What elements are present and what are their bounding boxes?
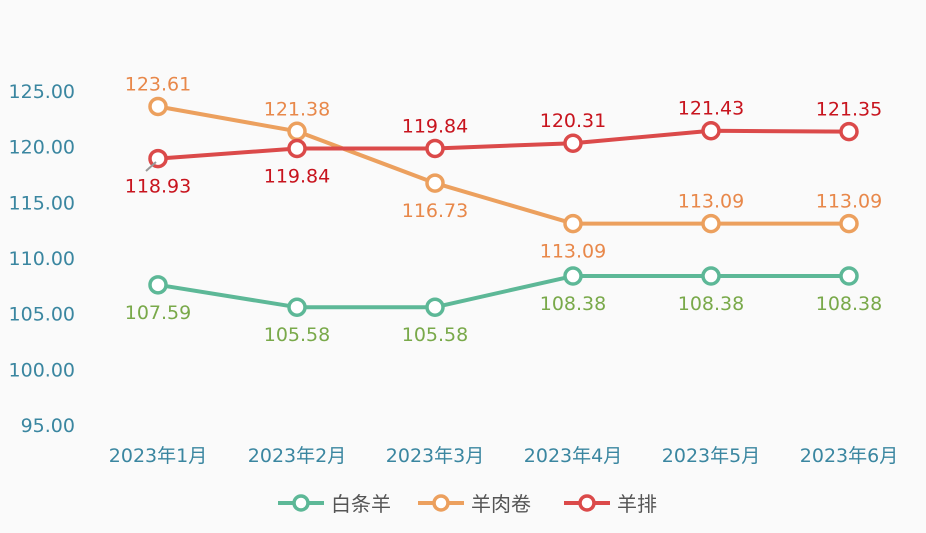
- legend-label: 羊肉卷: [471, 492, 531, 516]
- legend-marker-icon: [432, 494, 450, 512]
- data-point-marker[interactable]: [287, 121, 307, 142]
- data-label: 108.38: [678, 293, 744, 315]
- data-point-marker[interactable]: [148, 96, 168, 117]
- data-label: 121.43: [678, 98, 744, 120]
- legend: 白条羊 羊肉卷 羊排: [278, 492, 657, 516]
- series-2: [148, 120, 859, 169]
- data-label: 121.35: [816, 99, 882, 121]
- x-tick-label: 2023年4月: [524, 445, 622, 467]
- y-axis: 95.00 100.00 105.00 110.00 115.00 120.00 125.0…: [9, 81, 75, 437]
- data-point-marker[interactable]: [425, 173, 445, 193]
- data-point-marker[interactable]: [701, 120, 721, 141]
- label-guide-line: [145, 161, 157, 172]
- series-line: [157, 274, 849, 310]
- data-label: 116.73: [402, 200, 468, 222]
- data-point-marker[interactable]: [563, 213, 583, 234]
- data-point-marker[interactable]: [563, 133, 583, 153]
- y-tick-label: 125.00: [9, 81, 75, 103]
- x-axis: 2023年1月 2023年2月 2023年3月 2023年4月 2023年5月 2023年…: [109, 445, 898, 467]
- series-line: [157, 104, 849, 226]
- x-tick-label: 2023年1月: [109, 445, 207, 467]
- legend-item-0[interactable]: 白条羊: [278, 492, 391, 516]
- data-point-marker[interactable]: [701, 213, 721, 234]
- data-label: 118.93: [125, 176, 191, 198]
- data-point-marker[interactable]: [287, 297, 307, 317]
- legend-label: 羊排: [617, 492, 657, 516]
- series-line: [157, 128, 850, 161]
- y-tick-label: 115.00: [9, 192, 75, 214]
- data-point-marker[interactable]: [839, 213, 859, 234]
- legend-marker-icon: [578, 494, 596, 512]
- data-label: 113.09: [678, 191, 744, 213]
- legend-item-2[interactable]: 羊排: [564, 492, 657, 516]
- x-tick-label: 2023年3月: [386, 445, 484, 467]
- data-point-marker[interactable]: [563, 266, 583, 286]
- data-label: 105.58: [402, 324, 468, 346]
- data-label: 119.84: [264, 165, 330, 187]
- data-label: 107.59: [125, 302, 191, 324]
- data-label: 121.38: [264, 98, 330, 120]
- data-label: 105.58: [264, 324, 330, 346]
- data-label: 113.09: [816, 191, 882, 213]
- legend-label: 白条羊: [331, 492, 391, 516]
- data-label: 120.31: [540, 110, 606, 132]
- legend-marker-icon: [292, 494, 310, 512]
- x-tick-label: 2023年5月: [662, 445, 760, 467]
- y-tick-label: 95.00: [21, 415, 75, 437]
- data-label: 119.84: [402, 115, 468, 137]
- data-label: 123.61: [125, 73, 191, 95]
- x-tick-label: 2023年6月: [800, 445, 898, 467]
- legend-item-1[interactable]: 羊肉卷: [418, 492, 531, 516]
- data-label: 108.38: [540, 293, 606, 315]
- data-label: 108.38: [816, 293, 882, 315]
- series-1: [148, 96, 859, 234]
- data-label: 113.09: [540, 241, 606, 263]
- data-point-marker[interactable]: [148, 275, 168, 295]
- data-labels: 107.59 105.58 105.58 108.38 108.38 108.38 123.…: [125, 73, 882, 346]
- y-tick-label: 110.00: [9, 248, 75, 270]
- data-point-marker[interactable]: [425, 138, 445, 159]
- data-point-marker[interactable]: [287, 138, 307, 159]
- data-point-marker[interactable]: [839, 266, 859, 286]
- series-group: [148, 96, 859, 317]
- y-tick-label: 120.00: [9, 137, 75, 159]
- y-tick-label: 100.00: [9, 359, 75, 381]
- y-tick-label: 105.00: [9, 304, 75, 326]
- data-point-marker[interactable]: [839, 121, 859, 142]
- series-0: [148, 266, 859, 317]
- x-tick-label: 2023年2月: [248, 445, 346, 467]
- data-point-marker[interactable]: [701, 266, 721, 286]
- data-point-marker[interactable]: [425, 297, 445, 317]
